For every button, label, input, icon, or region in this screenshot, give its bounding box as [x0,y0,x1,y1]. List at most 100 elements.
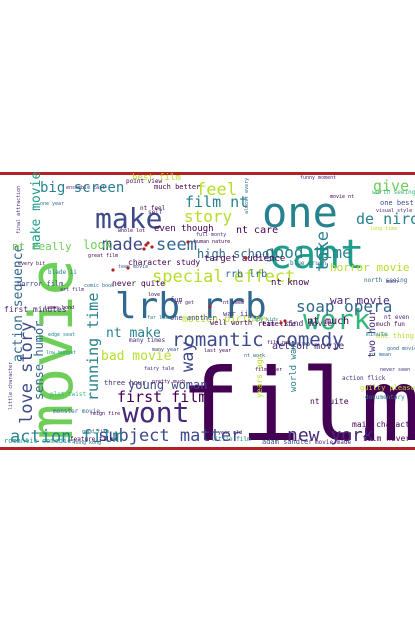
cloud-word-wont: wont [122,396,189,429]
cloud-word-nt-seem: nt seem [223,300,244,306]
cloud-word-first-film: first film [117,388,207,406]
cloud-word-funny-moment: funny moment [300,175,336,181]
speckle-2 [150,245,154,249]
cloud-word-every-bit: every bit [18,261,45,267]
cloud-word-horror-movie: horror movie [330,261,409,274]
cloud-word-real-life: real life [258,320,296,328]
cloud-word-story: story [184,207,233,226]
cloud-word-fun: fun [170,296,183,304]
cloud-word-last-year: last year [204,348,231,354]
cloud-word-rrb-lrb: rrb lrb [225,269,267,280]
cloud-word-nt-care: nt care [236,225,278,236]
cloud-word-movie-made: movie made [315,439,352,446]
cloud-word-adam-sandler: adam sandler [262,438,313,446]
cloud-word-final-attraction: final attraction [16,186,22,234]
cloud-word-de-niro: de niro [356,210,415,228]
cloud-word-nt-much: nt much [307,316,349,327]
cloud-word-work: work [303,303,371,336]
cloud-word-minute: minute [366,331,388,338]
cloud-word-nt-know: nt know [271,278,310,288]
cloud-word-film-ever: film ever [255,367,282,373]
speckle-10 [186,240,190,244]
cloud-word-look: look [83,238,113,252]
cloud-word-world-war: world war [289,343,299,392]
cloud-word-bad-movie: bad movie [101,349,172,364]
cloud-word-action-film: action film [10,427,123,447]
cloud-word-long-time: long time [370,226,397,232]
cloud-word-much-fun: much fun [376,321,405,328]
cloud-word-guilty-pleasure: guilty pleasure [360,384,415,392]
cloud-word-seem: seem [156,235,197,255]
cloud-word-spy-kids: spy kids [254,317,278,323]
cloud-word-one-thing: one thing [376,332,414,340]
cloud-word-main-character: main character [352,420,415,429]
cloud-word-good-time: good time [265,243,352,262]
cloud-word-full-monty: full monty [196,232,226,238]
cloud-word-love-story: love story [17,322,37,424]
cloud-word-high-school: high school [197,247,276,261]
cloud-word-never-seen: never seen [380,367,410,373]
cloud-word-good-movie: good movie [387,346,415,352]
cloud-word-fairy-tale: fairy tale [144,366,174,372]
cloud-word-lrb-rrb: lrb rrb [115,286,267,327]
cloud-word-blue-crush: blue crush [290,260,327,267]
cloud-word-well-worth: well worth [210,319,252,327]
cloud-word-love: love [148,292,160,298]
cloud-word-action-movie: action movie [272,341,344,352]
cloud-word-war-ii: war ii [223,310,248,318]
cloud-word-nt-mean: nt mean [370,352,391,358]
cloud-word-even-though: even though [154,224,214,234]
speckle-0 [144,243,148,247]
cloud-word-much-better: much better [154,183,200,191]
cloud-word-teen-movie: teen movie [118,264,148,270]
cloud-word-make-movie: make movie [29,172,44,250]
cloud-word-soap-opera: soap opera [296,297,392,316]
cloud-word-almost-every: almost every [244,178,250,214]
cloud-word-visual-style: visual style [376,208,412,214]
cloud-word-one: one [262,188,338,237]
cloud-word-one-year: one year [40,201,64,207]
speckle-9 [244,256,248,260]
cloud-word-art-film: art film [60,287,84,293]
cloud-word-ensemble-cast: ensemble cast [66,185,105,191]
speckle-1 [146,241,150,245]
cloud-word-comic-book: comic book [84,283,114,289]
cloud-word-nt-quite: nt quite [310,397,349,406]
cloud-word-subject-matter: subject matter [98,426,241,446]
cloud-word-nt-feel: nt feel [140,205,166,212]
cloud-word-film-never: film never [362,434,410,443]
cloud-word-pretty-much: pretty much [152,379,185,385]
cloud-word-two-hour: two hour [367,310,378,358]
cloud-word-film-nt: film nt [185,193,248,211]
cloud-word-action-sequence: action sequence [11,244,26,362]
cloud-word-little-film: little film [211,436,251,443]
cloud-word-character-study: character study [128,258,200,267]
cloud-word-kind-movie: kind movie [284,319,332,328]
cloud-word-nt-work: nt work [244,353,265,359]
cloud-word-young-woman: young woman [128,378,207,392]
cloud-word-north-seeing: north seeing [364,277,408,284]
cloud-word-horror-film: horror film [17,280,63,288]
cloud-word-one-best: one best [380,199,414,207]
cloud-word-little-character: little character [8,362,14,410]
cloud-word-cant: cant [268,232,364,278]
cloud-word-new-york: new york [287,425,374,446]
cloud-word-feel: feel [196,180,237,200]
cloud-word-film: film [180,347,415,464]
cloud-word-first-minutes: first minutes [4,305,67,314]
speckle-3 [142,247,146,251]
cloud-word-one-another: one another [170,314,216,322]
cloud-word-time: time [262,320,279,328]
cloud-word-low-budget: low budget [46,350,76,356]
cloud-word-movie: movie [17,259,87,440]
cloud-word-many-times: many times [129,337,166,344]
cloud-word-target-audience: target audience [204,254,285,264]
cloud-word-edge-seat: edge seat [48,332,75,338]
cloud-word-point-view: point view [126,178,163,185]
speckle-5 [126,266,130,270]
cloud-word-best-film: best film [132,173,181,183]
cloud-word-years-ago: years ago [255,354,264,398]
cloud-word-great-film: great film [88,253,118,259]
cloud-word-three-hour: three hour [104,379,146,387]
cloud-word-whole-lot: whole lot [118,228,145,234]
